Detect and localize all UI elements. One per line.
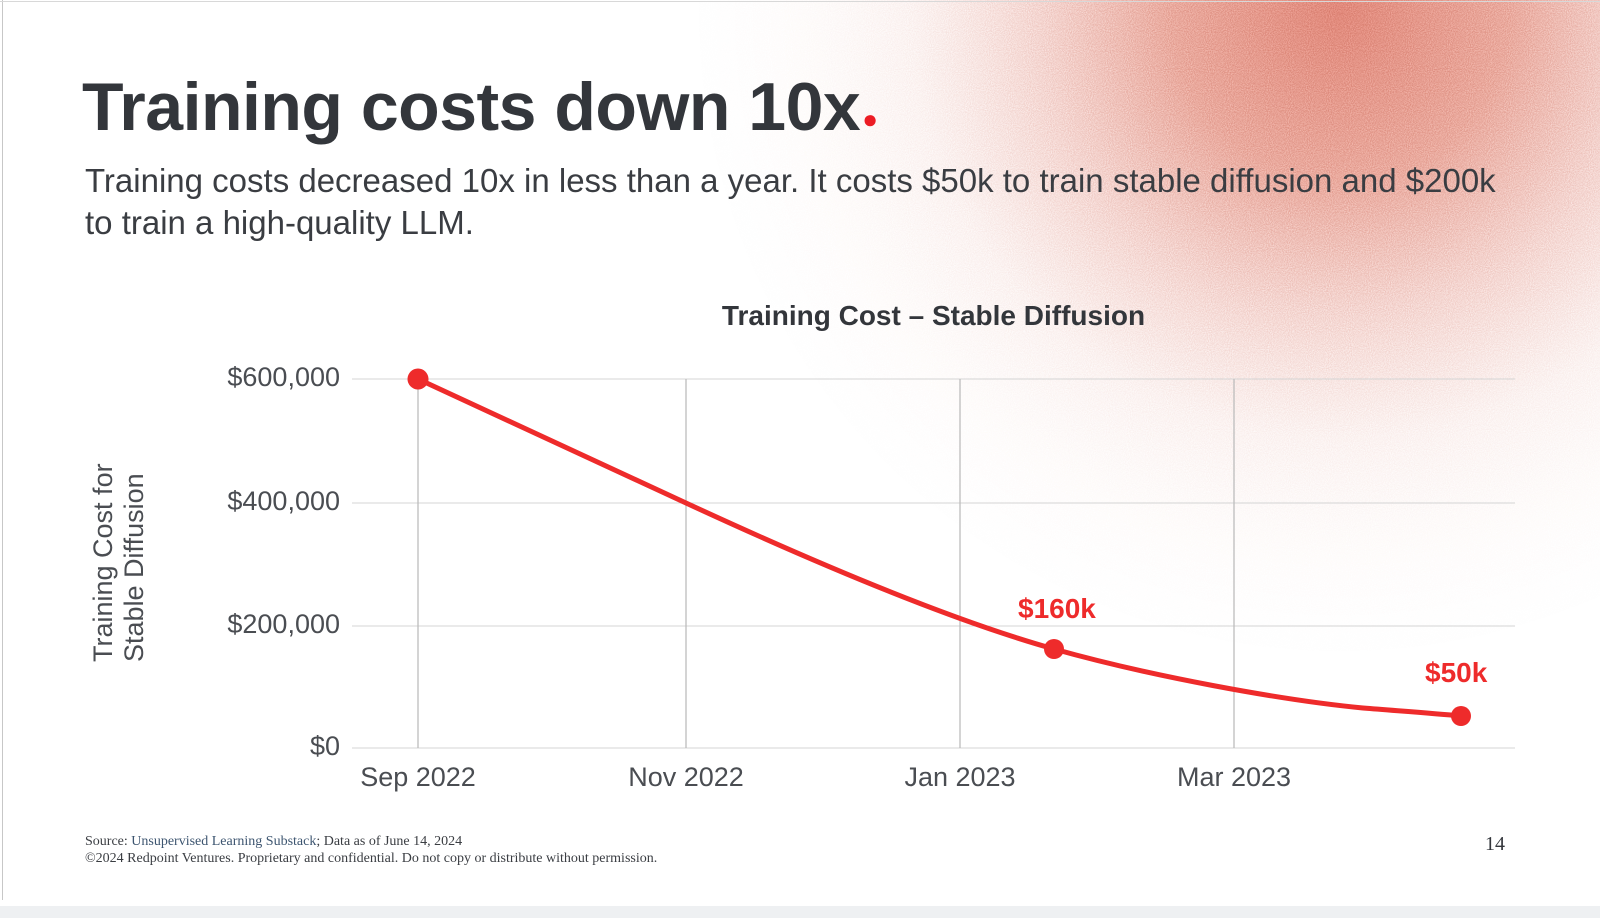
- svg-text:$50k: $50k: [1425, 657, 1488, 688]
- svg-text:$160k: $160k: [1018, 593, 1096, 624]
